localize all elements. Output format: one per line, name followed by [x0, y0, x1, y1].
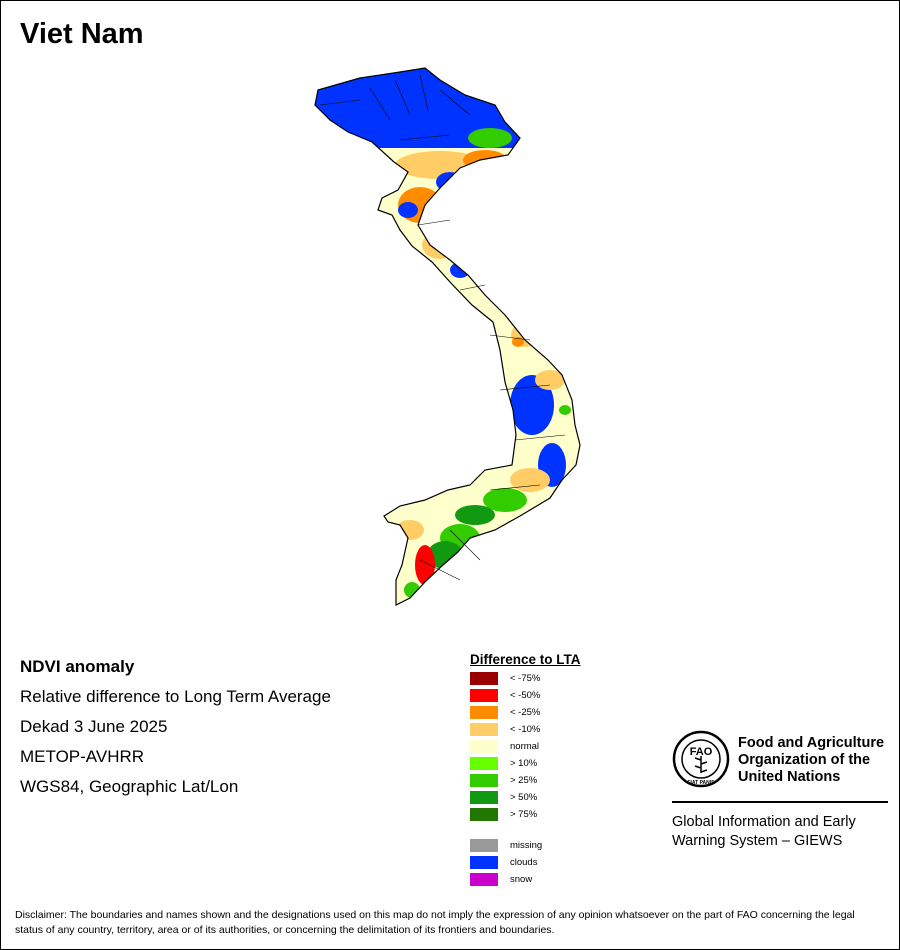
legend-item: < -10% [470, 722, 581, 739]
legend-swatch [470, 740, 498, 753]
legend-item: < -50% [470, 688, 581, 705]
country-map [314, 67, 581, 606]
legend-label: > 10% [510, 758, 538, 769]
legend-label: missing [510, 840, 543, 851]
legend-swatch [470, 839, 498, 852]
legend-swatch [470, 791, 498, 804]
legend-label: > 50% [510, 792, 538, 803]
legend-title: Difference to LTA [470, 652, 581, 667]
legend-label: clouds [510, 857, 538, 868]
legend-label: < -50% [510, 690, 541, 701]
legend-extra: missing clouds snow [470, 838, 581, 889]
product-description: Relative difference to Long Term Average [20, 687, 331, 706]
legend-swatch [470, 672, 498, 685]
legend-item: > 10% [470, 756, 581, 773]
legend-swatch [470, 856, 498, 869]
legend-item: missing [470, 838, 581, 855]
legend-label: snow [510, 874, 533, 885]
legend-item: clouds [470, 855, 581, 872]
sensor-label: METOP-AVHRR [20, 747, 145, 766]
legend-item: < -25% [470, 705, 581, 722]
projection-label: WGS84, Geographic Lat/Lon [20, 777, 239, 796]
svg-text:FAO: FAO [690, 746, 713, 758]
svg-text:FIAT PANIS: FIAT PANIS [687, 780, 715, 786]
legend-swatch [470, 757, 498, 770]
legend-swatch [470, 706, 498, 719]
legend-item: > 25% [470, 773, 581, 790]
legend-swatch [470, 723, 498, 736]
legend-label: > 25% [510, 775, 538, 786]
disclaimer: Disclaimer: The boundaries and names sho… [15, 909, 855, 936]
legend-swatch [470, 808, 498, 821]
legend-item: > 75% [470, 807, 581, 824]
legend-classes: < -75% < -50% < -25% < -10% normal > 10% > 25%… [470, 671, 581, 824]
legend: Difference to LTA < -75% < -50% < -25% < -1… [470, 652, 581, 889]
legend-swatch [470, 774, 498, 787]
map-info: NDVI anomaly Relative difference to Long… [20, 656, 331, 806]
legend-item: snow [470, 872, 581, 889]
legend-label: < -25% [510, 707, 541, 718]
product-name: NDVI anomaly [20, 657, 135, 676]
period-label: Dekad 3 June 2025 [20, 717, 168, 736]
legend-item: > 50% [470, 790, 581, 807]
legend-label: < -75% [510, 673, 541, 684]
legend-swatch [470, 873, 498, 886]
divider [672, 801, 888, 803]
system-name: Global Information and Early Warning Sys… [672, 814, 856, 849]
organization-name: Food and Agriculture Organization of the… [738, 735, 885, 785]
legend-item: normal [470, 739, 581, 756]
map-title: Viet Nam [20, 18, 144, 50]
legend-label: < -10% [510, 724, 541, 735]
legend-swatch [470, 689, 498, 702]
legend-label: > 75% [510, 809, 538, 820]
legend-item: < -75% [470, 671, 581, 688]
fao-logo: FAO FIAT PANIS [672, 730, 730, 788]
legend-label: normal [510, 741, 540, 752]
